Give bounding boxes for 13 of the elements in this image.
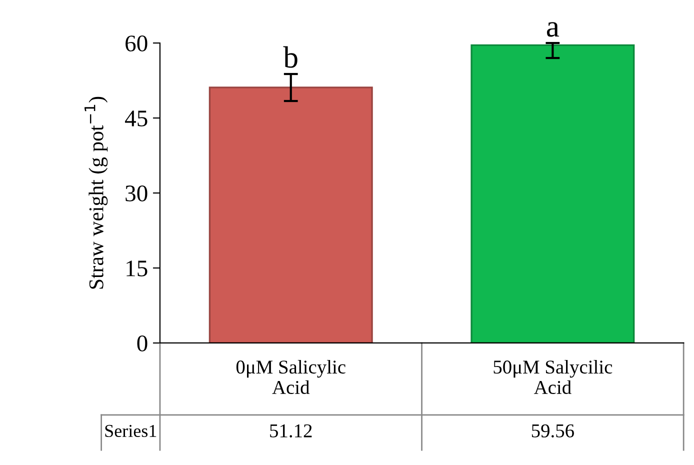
annotation: a [546, 22, 560, 37]
text: Series1 [105, 424, 156, 438]
annotation: b [283, 46, 298, 68]
x-tick-label: 50μM Salycilic Acid [494, 360, 612, 394]
y-tick-label: 60 [126, 36, 148, 52]
data-label: 51.12 [270, 424, 312, 438]
y-tick-label: 15 [126, 260, 148, 276]
y-tick-label: 0 [137, 335, 148, 352]
y-tick-label: 45 [125, 110, 148, 126]
x-tick-label: 0μM Salicylic Acid [236, 360, 346, 394]
y-axis-title: Straw weight (g pot$^{−1}$) [84, 96, 108, 289]
y-tick-label: 30 [126, 185, 148, 202]
data-label: 59.56 [532, 424, 574, 438]
